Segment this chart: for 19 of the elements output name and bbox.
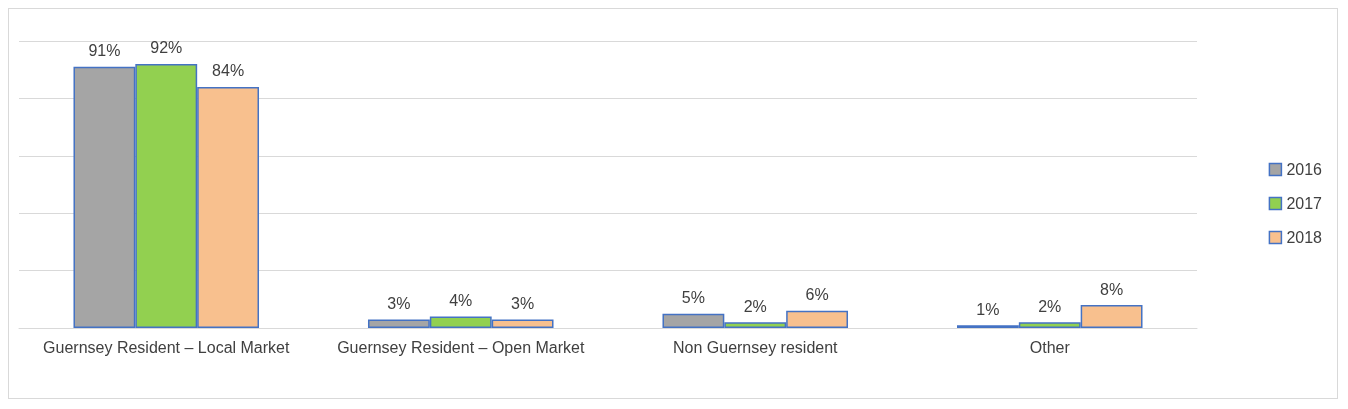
x-tick-label: Guernsey Resident – Local Market — [43, 338, 290, 356]
legend-label: 2016 — [1286, 161, 1323, 178]
data-label: 92% — [150, 39, 183, 57]
data-label: 8% — [1100, 280, 1124, 298]
data-label: 2% — [743, 297, 767, 315]
data-label: 4% — [449, 292, 473, 310]
data-label: 3% — [511, 294, 535, 312]
data-label: 5% — [681, 289, 705, 307]
legend-label: 2018 — [1286, 229, 1323, 246]
data-label: 91% — [88, 42, 121, 60]
data-label: 6% — [805, 286, 829, 304]
data-label: 2% — [1038, 297, 1062, 315]
legend-label: 2017 — [1286, 195, 1323, 212]
x-tick-label: Other — [1029, 338, 1071, 356]
x-tick-label: Guernsey Resident – Open Market — [337, 338, 585, 356]
data-label: 84% — [212, 62, 245, 80]
x-tick-label: Non Guernsey resident — [672, 338, 839, 356]
data-label: 1% — [976, 300, 1000, 318]
data-label: 3% — [387, 294, 411, 312]
